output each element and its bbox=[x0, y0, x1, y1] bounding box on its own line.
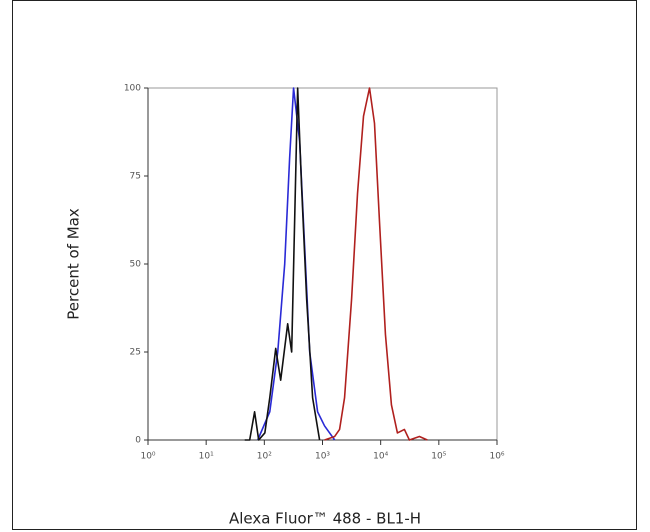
x-tick-label: 10⁰ bbox=[140, 452, 155, 462]
histogram-line bbox=[244, 87, 321, 441]
x-tick-label: 10⁶ bbox=[489, 452, 504, 462]
x-axis-label: Alexa Fluor™ 488 - BL1-H bbox=[229, 510, 421, 528]
plot-frame bbox=[147, 87, 498, 441]
y-tick-label: 75 bbox=[130, 172, 141, 182]
histogram-line bbox=[324, 87, 428, 441]
x-tick-label: 10⁴ bbox=[373, 452, 388, 462]
x-tick-label: 10¹ bbox=[199, 452, 214, 462]
x-tick-label: 10⁵ bbox=[431, 452, 446, 462]
y-tick-label: 0 bbox=[135, 436, 141, 446]
y-axis-label: Percent of Max bbox=[65, 208, 83, 320]
y-tick-label: 25 bbox=[130, 348, 141, 358]
x-tick-label: 10² bbox=[257, 452, 272, 462]
outer-border bbox=[12, 0, 637, 530]
x-tick-label: 10³ bbox=[315, 452, 330, 462]
y-tick-label: 100 bbox=[124, 84, 141, 94]
y-tick-label: 50 bbox=[130, 260, 142, 270]
